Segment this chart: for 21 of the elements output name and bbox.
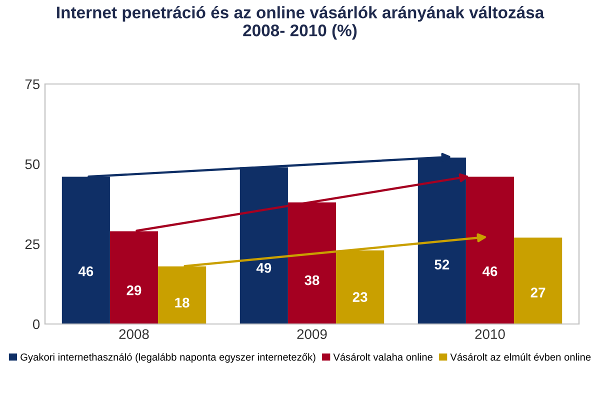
legend-label: Gyakori internethasználó (legalább naponta egyszer internetezők) (20, 353, 316, 363)
data-label: 18 (175, 298, 190, 308)
data-label: 23 (352, 292, 368, 302)
chart-title: Internet penetráció és az online vásárlók arányának változása 2008- 2010 (%) (57, 6, 544, 40)
y-tick-label: 0 (32, 319, 40, 330)
bar (514, 238, 562, 324)
data-label: 46 (78, 266, 94, 276)
x-tick-label: 2008 (119, 329, 149, 340)
data-label: 38 (304, 275, 320, 286)
legend-label: Vásárolt az elmúlt évben online (450, 353, 591, 361)
data-label: 29 (126, 285, 142, 296)
y-tick-label: 25 (25, 239, 40, 250)
data-label: 46 (482, 266, 498, 276)
legend-label: Vásárolt valaha online (333, 353, 432, 361)
data-label: 52 (434, 260, 450, 270)
y-tick-label: 75 (25, 79, 40, 90)
x-tick-label: 2009 (297, 329, 327, 340)
data-label: 49 (256, 263, 272, 273)
data-label: 27 (530, 288, 546, 298)
x-tick-label: 2010 (475, 329, 505, 340)
y-tick-label: 50 (25, 159, 40, 170)
